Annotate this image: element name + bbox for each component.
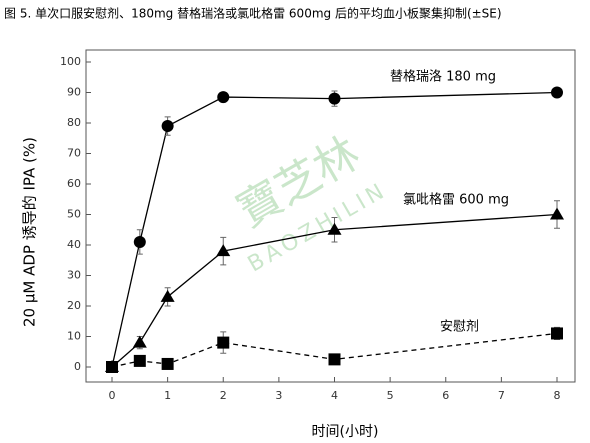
point (133, 354, 146, 367)
x-tick-label: 7 (498, 389, 505, 402)
x-tick-label: 6 (442, 389, 449, 402)
y-tick-label: 20 (67, 299, 81, 312)
y-tick-label: 50 (67, 208, 81, 221)
series-line (111, 332, 558, 368)
x-tick-label: 5 (387, 389, 394, 402)
series-label: 氯吡格雷 600 mg (403, 192, 509, 208)
x-tick-label: 0 (109, 389, 116, 402)
point (551, 327, 563, 340)
point (132, 335, 147, 348)
y-tick-label: 80 (67, 116, 81, 129)
x-tick-label: 3 (275, 389, 282, 402)
y-tick-label: 40 (67, 238, 81, 251)
point (217, 91, 230, 104)
point (328, 92, 341, 105)
x-tick-label: 4 (331, 389, 338, 402)
x-tick-label: 1 (164, 389, 171, 402)
point (327, 222, 342, 235)
chart-title: 图 5. 单次口服安慰剂、180mg 替格瑞洛或氯吡格雷 600mg 后的平均血… (4, 6, 502, 21)
point (160, 289, 175, 302)
x-tick-label: 8 (554, 389, 561, 402)
y-tick-label: 100 (60, 55, 81, 68)
series-label: 替格瑞洛 180 mg (390, 69, 496, 85)
point (328, 353, 341, 366)
point (217, 336, 230, 349)
point (133, 235, 146, 248)
x-axis-label: 时间(小时) (312, 424, 379, 440)
y-tick-label: 60 (67, 177, 81, 190)
point (551, 86, 563, 99)
y-tick-label: 30 (67, 269, 81, 282)
y-tick-label: 0 (74, 360, 81, 373)
x-tick-label: 2 (220, 389, 227, 402)
y-axis-label: 20 μM ADP 诱导的 IPA (%) (21, 137, 39, 327)
point (106, 361, 118, 373)
series-label: 安慰剂 (440, 320, 479, 335)
point (161, 357, 174, 370)
y-tick-label: 70 (67, 147, 81, 160)
point (550, 207, 564, 220)
point (161, 120, 174, 133)
point (216, 244, 231, 257)
y-tick-label: 10 (67, 330, 81, 343)
y-tick-label: 90 (67, 86, 81, 99)
series-line (111, 91, 558, 368)
plot-frame (85, 49, 576, 383)
